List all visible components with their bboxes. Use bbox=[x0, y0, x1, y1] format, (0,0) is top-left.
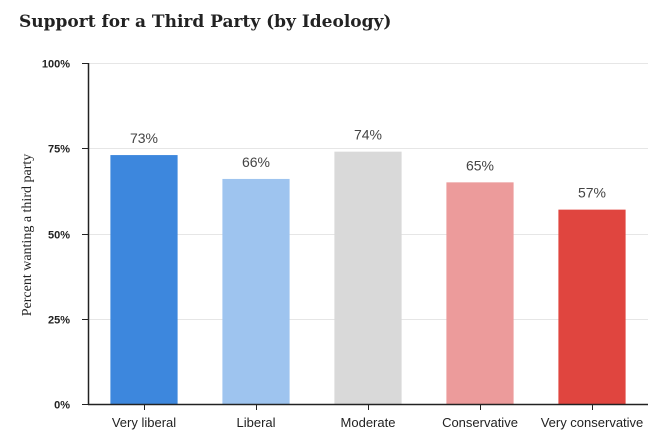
y-tick-label: 75% bbox=[48, 144, 70, 156]
data-label: 74% bbox=[354, 127, 382, 143]
bar-moderate bbox=[334, 151, 402, 404]
data-label: 73% bbox=[130, 130, 158, 146]
bar-liberal bbox=[222, 178, 290, 404]
data-label: 65% bbox=[466, 157, 494, 173]
bar-very-conservative bbox=[558, 209, 626, 404]
x-tick-label: Liberal bbox=[236, 415, 275, 430]
x-tick-label: Conservative bbox=[442, 415, 518, 430]
axes bbox=[82, 63, 648, 410]
bars bbox=[110, 151, 626, 404]
bar-very-liberal bbox=[110, 155, 178, 404]
x-tick-label: Very liberal bbox=[112, 415, 176, 430]
x-tick-label: Moderate bbox=[341, 415, 396, 430]
data-label: 57% bbox=[578, 185, 606, 201]
chart-title: Support for a Third Party (by Ideology) bbox=[19, 12, 392, 32]
y-tick-label: 100% bbox=[42, 59, 70, 71]
labels: 0% 25% 50% 75% 100% 73% Very liberal 66% Liberal… bbox=[42, 59, 643, 431]
x-tick-label: Very conservative bbox=[541, 415, 644, 430]
y-tick-label: 25% bbox=[48, 315, 70, 327]
y-tick-label: 0% bbox=[54, 400, 70, 412]
y-tick-label: 50% bbox=[48, 230, 70, 242]
bar-conservative bbox=[446, 182, 514, 404]
data-label: 66% bbox=[242, 154, 270, 170]
